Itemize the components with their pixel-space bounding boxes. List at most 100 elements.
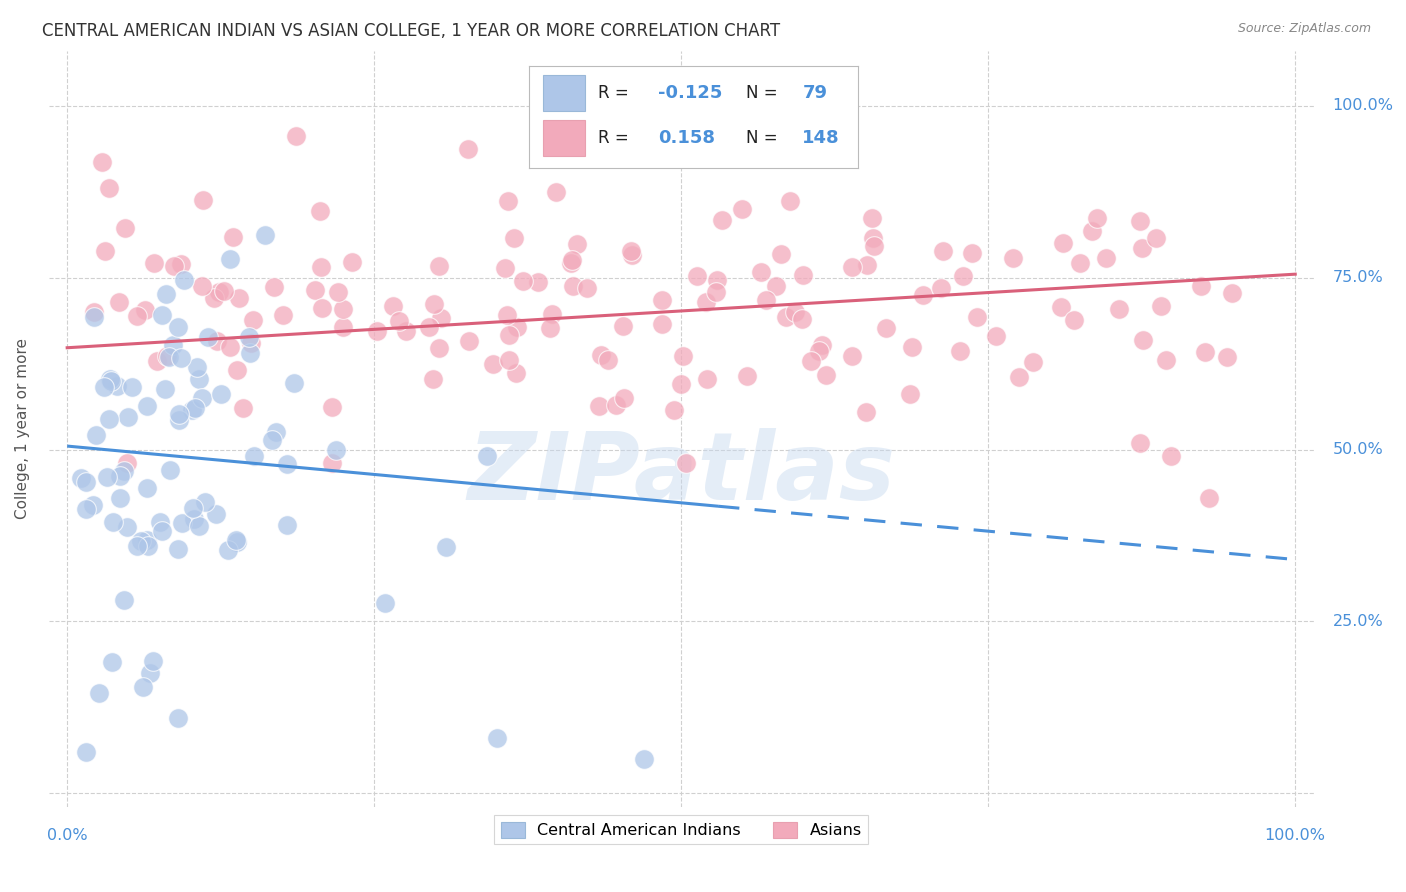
Point xyxy=(633,752,655,766)
Point xyxy=(1160,450,1182,464)
Point xyxy=(191,391,214,405)
Point xyxy=(139,665,162,680)
Point xyxy=(142,654,165,668)
Point xyxy=(197,330,219,344)
Point xyxy=(309,203,332,218)
Point xyxy=(205,334,228,348)
Point xyxy=(156,349,179,363)
Point xyxy=(621,248,644,262)
Point xyxy=(162,338,184,352)
Point xyxy=(276,517,298,532)
Point xyxy=(309,260,332,274)
Point xyxy=(1050,300,1073,314)
Point xyxy=(239,345,262,359)
Point xyxy=(136,533,159,548)
Point xyxy=(481,357,503,371)
Point xyxy=(1220,285,1243,300)
Point xyxy=(97,181,120,195)
Point xyxy=(155,287,177,301)
Point xyxy=(115,520,138,534)
Point xyxy=(952,268,974,283)
Point xyxy=(108,295,131,310)
Point xyxy=(1095,251,1118,265)
Point xyxy=(93,380,115,394)
Point xyxy=(1129,214,1152,228)
Point xyxy=(218,252,240,267)
Point xyxy=(498,327,520,342)
Point xyxy=(108,491,131,505)
Point xyxy=(1216,350,1239,364)
Point xyxy=(167,542,190,557)
Point xyxy=(457,142,479,156)
Point xyxy=(506,320,529,334)
Point xyxy=(949,343,972,358)
Point xyxy=(588,399,610,413)
Point xyxy=(103,515,125,529)
Point xyxy=(132,680,155,694)
Point xyxy=(112,464,135,478)
Point xyxy=(672,350,695,364)
Point xyxy=(696,372,718,386)
Text: 100.0%: 100.0% xyxy=(1265,829,1326,843)
Point xyxy=(271,309,294,323)
Point xyxy=(159,463,181,477)
Point xyxy=(190,279,212,293)
Point xyxy=(136,481,159,495)
Point xyxy=(232,401,254,415)
Point xyxy=(512,274,534,288)
Point xyxy=(561,279,583,293)
Point xyxy=(184,401,207,416)
Point xyxy=(704,285,727,299)
Point xyxy=(1108,302,1130,317)
Point xyxy=(1156,352,1178,367)
Point xyxy=(283,376,305,391)
Point xyxy=(342,255,364,269)
Point xyxy=(82,498,104,512)
Point xyxy=(108,468,131,483)
Point xyxy=(366,324,388,338)
Point xyxy=(145,354,167,368)
Point xyxy=(311,301,333,315)
Point xyxy=(395,324,418,338)
Point xyxy=(304,283,326,297)
Point xyxy=(1130,241,1153,255)
Point xyxy=(1052,235,1074,250)
Point xyxy=(567,236,589,251)
Point xyxy=(775,310,797,324)
Point xyxy=(260,433,283,447)
Point xyxy=(596,353,619,368)
Point xyxy=(75,502,97,516)
Point xyxy=(1085,211,1108,225)
Point xyxy=(962,246,984,260)
Point xyxy=(790,312,813,326)
Point xyxy=(765,279,787,293)
Point xyxy=(253,227,276,242)
Point xyxy=(706,273,728,287)
Point xyxy=(620,244,643,259)
Point xyxy=(686,268,709,283)
Point xyxy=(264,425,287,439)
Point xyxy=(83,310,105,324)
Point xyxy=(225,533,247,548)
Point xyxy=(242,313,264,327)
Point xyxy=(495,308,517,322)
Point xyxy=(194,494,217,508)
Point xyxy=(125,539,148,553)
Point xyxy=(932,244,955,259)
Point xyxy=(167,320,190,334)
Point xyxy=(613,391,636,405)
Point xyxy=(89,685,111,699)
Point xyxy=(591,348,613,362)
Point xyxy=(855,405,877,419)
Point xyxy=(662,403,685,417)
Legend: Central American Indians, Asians: Central American Indians, Asians xyxy=(495,815,868,845)
Point xyxy=(544,185,567,199)
Point xyxy=(651,317,673,331)
Point xyxy=(1150,299,1173,313)
Point xyxy=(325,443,347,458)
Point xyxy=(153,382,176,396)
Point xyxy=(1081,224,1104,238)
Text: 100.0%: 100.0% xyxy=(1333,98,1393,113)
Point xyxy=(112,593,135,607)
Point xyxy=(186,360,208,375)
